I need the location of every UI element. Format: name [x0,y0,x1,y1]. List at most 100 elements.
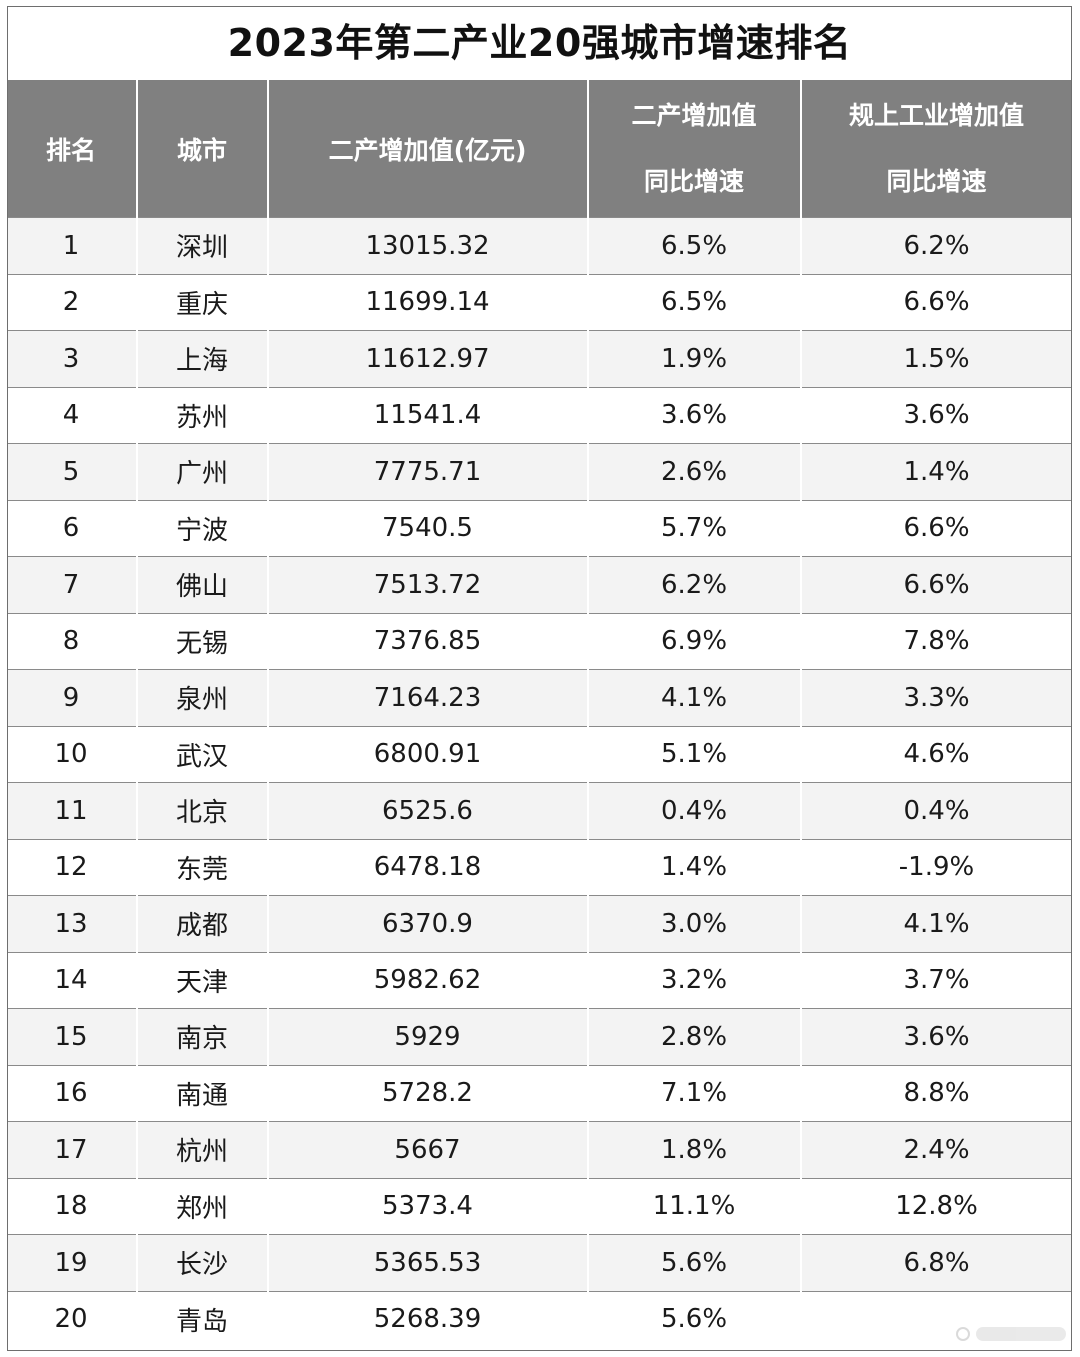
header-growth-line2: 同比增速 [643,166,744,196]
cell-growth: 7.1% [586,1064,802,1122]
cell-value: 5667 [266,1121,589,1178]
watermark-bar-icon [976,1327,1066,1341]
cell-value: 6478.18 [266,838,589,896]
cell-rank: 17 [8,1121,138,1178]
cell-industrial: 1.5% [799,330,1071,387]
cell-city: 天津 [135,951,269,1009]
cell-rank: 7 [8,556,138,613]
cell-city: 杭州 [135,1121,269,1178]
cell-industrial: 6.2% [799,217,1071,274]
cell-industrial: 3.6% [799,1008,1071,1065]
cell-rank: 18 [8,1177,138,1235]
table-row: 14 天津 5982.62 3.2% 3.7% [8,951,1071,1009]
cell-growth: 2.6% [586,443,802,500]
cell-city: 北京 [135,782,269,839]
cell-rank: 4 [8,386,138,444]
table-row: 9 泉州 7164.23 4.1% 3.3% [8,669,1071,726]
header-value: 二产增加值(亿元) [266,80,589,218]
cell-growth: 6.2% [586,556,802,613]
cell-growth: 6.5% [586,273,802,331]
cell-value: 7775.71 [266,443,589,500]
cell-industrial: 3.6% [799,386,1071,444]
cell-industrial: -1.9% [799,838,1071,896]
cell-growth: 6.9% [586,612,802,670]
cell-value: 7540.5 [266,499,589,557]
cell-value: 7513.72 [266,556,589,613]
cell-growth: 4.1% [586,669,802,726]
cell-industrial: 4.6% [799,725,1071,783]
table-body: 1 深圳 13015.32 6.5% 6.2% 2 重庆 11699.14 6.5% 6.6% 3 上… [8,217,1071,1347]
cell-industrial: 7.8% [799,612,1071,670]
cell-city: 南通 [135,1064,269,1122]
cell-value: 11612.97 [266,330,589,387]
cell-industrial: 3.7% [799,951,1071,1009]
cell-growth: 5.1% [586,725,802,783]
cell-rank: 12 [8,838,138,896]
cell-rank: 19 [8,1234,138,1291]
cell-rank: 11 [8,782,138,839]
header-growth-line1: 二产增加值 [631,100,757,130]
cell-growth: 6.5% [586,217,802,274]
table-row: 5 广州 7775.71 2.6% 1.4% [8,443,1071,500]
cell-city: 宁波 [135,499,269,557]
header-industrial-line1: 规上工业增加值 [848,100,1024,130]
cell-industrial: 3.3% [799,669,1071,726]
header-growth: 二产增加值 同比增速 [586,80,802,218]
table-row: 7 佛山 7513.72 6.2% 6.6% [8,556,1071,613]
table-row: 15 南京 5929 2.8% 3.6% [8,1008,1071,1065]
table-row: 12 东莞 6478.18 1.4% -1.9% [8,838,1071,896]
header-industrial: 规上工业增加值 同比增速 [799,80,1071,218]
cell-rank: 10 [8,725,138,783]
cell-rank: 20 [8,1290,138,1347]
cell-growth: 1.8% [586,1121,802,1178]
table-frame: 2023年第二产业20强城市增速排名 排名 城市 二产增加值(亿元) 二产增加值… [7,6,1072,1351]
table-row: 20 青岛 5268.39 5.6% [8,1290,1071,1347]
cell-value: 11541.4 [266,386,589,444]
cell-growth: 2.8% [586,1008,802,1065]
cell-rank: 13 [8,895,138,952]
cell-value: 6800.91 [266,725,589,783]
table-row: 4 苏州 11541.4 3.6% 3.6% [8,386,1071,444]
cell-industrial: 4.1% [799,895,1071,952]
table-row: 3 上海 11612.97 1.9% 1.5% [8,330,1071,387]
cell-growth: 3.2% [586,951,802,1009]
cell-rank: 14 [8,951,138,1009]
cell-value: 11699.14 [266,273,589,331]
cell-industrial: 2.4% [799,1121,1071,1178]
cell-city: 上海 [135,330,269,387]
table-row: 13 成都 6370.9 3.0% 4.1% [8,895,1071,952]
cell-growth: 11.1% [586,1177,802,1235]
cell-value: 5728.2 [266,1064,589,1122]
cell-growth: 3.0% [586,895,802,952]
cell-value: 5268.39 [266,1290,589,1347]
cell-growth: 5.6% [586,1234,802,1291]
cell-value: 5365.53 [266,1234,589,1291]
cell-city: 长沙 [135,1234,269,1291]
cell-city: 苏州 [135,386,269,444]
cell-rank: 16 [8,1064,138,1122]
cell-rank: 9 [8,669,138,726]
cell-city: 青岛 [135,1290,269,1347]
table-title: 2023年第二产业20强城市增速排名 [227,21,852,65]
table-row: 17 杭州 5667 1.8% 2.4% [8,1121,1071,1178]
cell-rank: 3 [8,330,138,387]
cell-industrial: 0.4% [799,782,1071,839]
cell-value: 7164.23 [266,669,589,726]
cell-city: 广州 [135,443,269,500]
table-row: 1 深圳 13015.32 6.5% 6.2% [8,217,1071,274]
cell-industrial: 6.6% [799,273,1071,331]
cell-city: 泉州 [135,669,269,726]
cell-value: 5982.62 [266,951,589,1009]
cell-value: 6370.9 [266,895,589,952]
cell-industrial: 12.8% [799,1177,1071,1235]
cell-rank: 1 [8,217,138,274]
cell-growth: 5.6% [586,1290,802,1347]
watermark-logo-icon [956,1321,1066,1347]
cell-growth: 5.7% [586,499,802,557]
cell-city: 无锡 [135,612,269,670]
cell-city: 深圳 [135,217,269,274]
cell-city: 南京 [135,1008,269,1065]
cell-growth: 0.4% [586,782,802,839]
cell-rank: 5 [8,443,138,500]
